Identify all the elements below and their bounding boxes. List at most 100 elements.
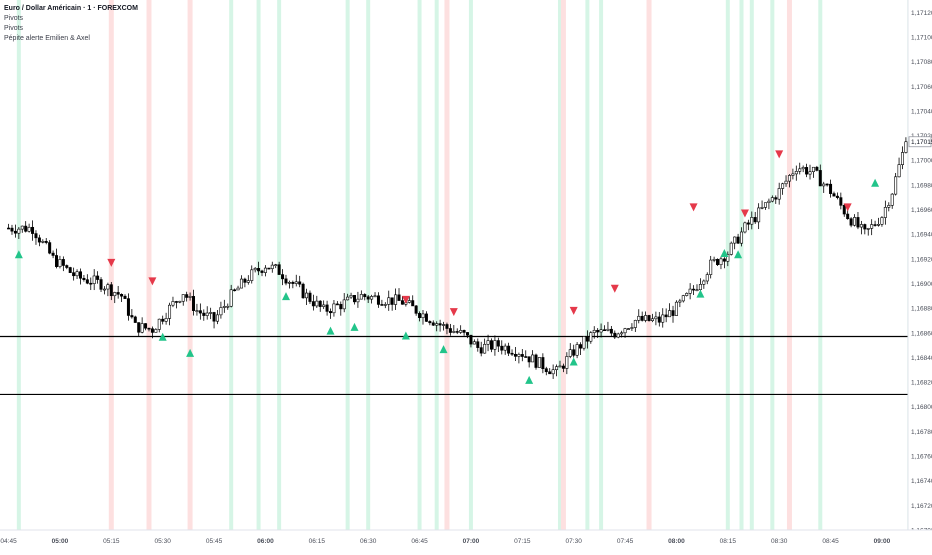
- candle-down: [548, 371, 552, 375]
- candle-up: [407, 300, 411, 303]
- time-axis-bg: [0, 530, 932, 550]
- candle-up: [349, 295, 353, 298]
- candle-down: [609, 328, 613, 334]
- bull-signal-band: [739, 0, 744, 530]
- bull-signal-band: [770, 0, 775, 530]
- candle-down: [243, 278, 247, 283]
- candle-down: [664, 314, 668, 318]
- candle-down: [51, 252, 55, 256]
- candle-up: [565, 356, 569, 369]
- candle-down: [722, 258, 726, 262]
- candle-up: [246, 280, 250, 283]
- price-axis[interactable]: 1,17120 1,17100 1,17080 1,17060 1,17040 1,170…: [907, 0, 932, 550]
- time-tick-label: 06:45: [411, 538, 428, 545]
- candle-down: [671, 310, 675, 316]
- candle-down: [544, 368, 548, 373]
- candle-down: [832, 193, 836, 197]
- signal-arrows: [14, 150, 880, 384]
- candle-down: [856, 217, 860, 228]
- candle-up: [102, 288, 106, 291]
- candle-up: [140, 323, 144, 333]
- candle-up: [106, 284, 110, 290]
- time-tick-label: 05:45: [206, 538, 223, 545]
- bull-signal-band: [818, 0, 823, 530]
- bear-arrow-icon: [689, 203, 698, 212]
- bull-arrow-icon: [696, 289, 705, 298]
- candle-down: [150, 328, 154, 333]
- candle-up: [551, 369, 555, 375]
- candle-down: [10, 227, 14, 232]
- candle-down: [44, 241, 48, 243]
- candle-down: [524, 356, 528, 358]
- candle-down: [418, 313, 422, 319]
- candle-down: [428, 321, 432, 324]
- bull-signal-band: [434, 0, 439, 530]
- candle-down: [510, 352, 514, 355]
- candle-up: [239, 278, 243, 289]
- candle-down: [233, 289, 237, 292]
- candle-down: [424, 313, 428, 322]
- candle-up: [472, 341, 476, 345]
- candle-up: [58, 259, 62, 267]
- time-axis[interactable]: 04:45 05:00 05:15 05:30 05:45 06:00 06:15 06:30…: [0, 529, 932, 550]
- candle-up: [383, 304, 387, 306]
- price-tick-label: 1,16780: [911, 429, 932, 436]
- candle-up: [435, 323, 439, 326]
- candle-down: [613, 332, 617, 338]
- price-tick-label: 1,16860: [911, 330, 932, 337]
- candle-down: [825, 183, 829, 186]
- candle-up: [767, 200, 771, 204]
- candle-up: [870, 224, 874, 229]
- candle-down: [585, 336, 589, 342]
- candle-down: [397, 294, 401, 301]
- candle-down: [414, 305, 418, 314]
- candle-down: [466, 332, 470, 336]
- bear-signal-band: [786, 0, 792, 530]
- candle-down: [212, 312, 216, 322]
- candle-down: [489, 340, 493, 350]
- candle-up: [575, 344, 579, 356]
- indicator-label-pepite[interactable]: Pépite alerte Emilien & Axel: [4, 35, 90, 42]
- candle-down: [202, 312, 206, 316]
- time-tick-label: 08:00: [668, 538, 685, 545]
- candle-down: [513, 353, 517, 357]
- candle-down: [835, 195, 839, 198]
- time-tick-label: 08:30: [771, 538, 788, 545]
- candle-down: [496, 340, 500, 347]
- bear-arrow-icon: [740, 209, 749, 218]
- candle-down: [65, 265, 69, 268]
- candle-up: [897, 164, 901, 178]
- candle-up: [883, 207, 887, 218]
- candle-up: [698, 284, 702, 291]
- indicator-label-pivots-2[interactable]: Pivots: [4, 25, 24, 32]
- candle-up: [681, 295, 685, 302]
- candle-down: [13, 230, 17, 234]
- candle-down: [277, 264, 281, 275]
- candle-up: [75, 271, 79, 277]
- candle-up: [274, 264, 278, 266]
- bull-arrow-icon: [326, 326, 335, 335]
- candle-down: [579, 344, 583, 349]
- candle-up: [620, 332, 624, 335]
- candle-up: [763, 202, 767, 208]
- candle-up: [294, 281, 298, 284]
- candle-up: [685, 293, 689, 296]
- candle-up: [171, 301, 175, 306]
- candle-up: [236, 287, 240, 291]
- candle-down: [257, 268, 261, 272]
- candle-up: [781, 183, 785, 189]
- candle-up: [599, 329, 603, 333]
- candle-down: [260, 270, 264, 273]
- candle-up: [644, 315, 648, 321]
- candle-down: [311, 301, 315, 307]
- candle-up: [650, 318, 654, 321]
- indicator-label-pivots-1[interactable]: Pivots: [4, 15, 24, 22]
- candle-down: [411, 300, 415, 307]
- candle-down: [438, 323, 442, 326]
- candle-down: [72, 272, 76, 277]
- candle-down: [380, 304, 384, 306]
- candle-down: [68, 267, 72, 273]
- symbol-title[interactable]: Euro / Dollar Américain · 1 · FOREXCOM: [4, 5, 138, 12]
